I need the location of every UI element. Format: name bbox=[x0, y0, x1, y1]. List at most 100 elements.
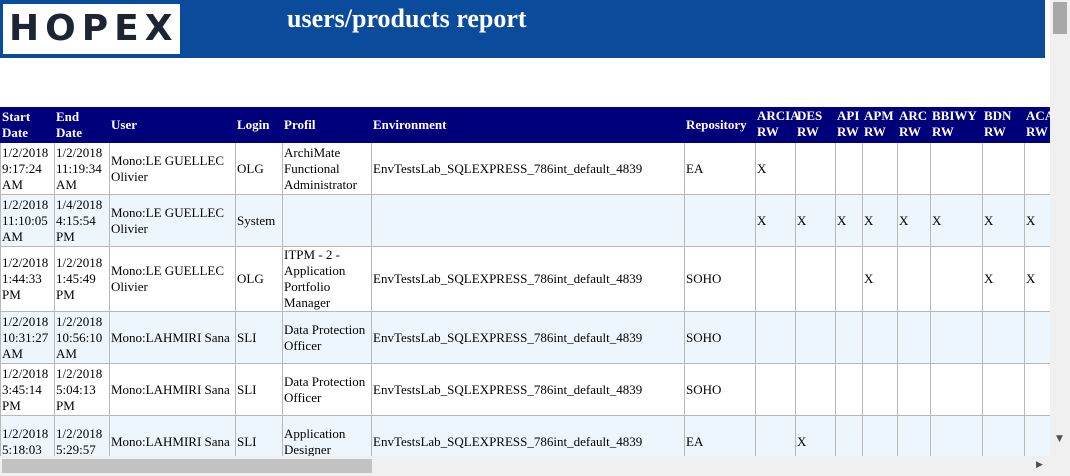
scroll-thumb[interactable] bbox=[1053, 2, 1067, 34]
cell: Mono:LE GUELLEC Olivier bbox=[109, 246, 236, 312]
page-title: users/products report bbox=[287, 4, 527, 33]
column-header: Environment bbox=[371, 107, 685, 143]
product-name: DES bbox=[797, 108, 823, 123]
cell: SLI bbox=[235, 311, 283, 364]
cell: 1/2/2018 5:18:03 bbox=[0, 415, 55, 456]
cell: EnvTestsLab_SQLEXPRESS_786int_default_48… bbox=[371, 415, 685, 456]
horizontal-scrollbar[interactable]: ▶ bbox=[0, 456, 1070, 476]
table-row: 1/2/2018 10:31:27 AM 1/2/2018 10:56:10 AM… bbox=[0, 311, 1050, 364]
column-header: User bbox=[109, 107, 236, 143]
product-flag bbox=[1024, 142, 1050, 195]
product-flag bbox=[897, 363, 931, 416]
product-access: RW bbox=[1026, 124, 1048, 139]
cell: SOHO bbox=[684, 246, 756, 312]
product-name: API bbox=[837, 108, 860, 123]
product-name: APM bbox=[864, 108, 894, 123]
product-flag: X bbox=[835, 194, 863, 247]
product-header: ACASRW bbox=[1024, 107, 1050, 143]
product-flag bbox=[862, 415, 898, 456]
product-header: BDN RW bbox=[982, 107, 1025, 143]
cell: 1/2/2018 1:45:49 PM bbox=[54, 246, 110, 312]
cell: 1/2/2018 1:44:33 PM bbox=[0, 246, 55, 312]
product-flag bbox=[897, 246, 931, 312]
product-flag bbox=[862, 363, 898, 416]
product-access: RW bbox=[899, 124, 921, 139]
cell: Data Protection Officer bbox=[282, 311, 372, 364]
cell: SLI bbox=[235, 415, 283, 456]
logo: HOPEX bbox=[3, 4, 180, 54]
cell: 1/2/2018 10:31:27 AM bbox=[0, 311, 55, 364]
product-flag: X bbox=[982, 246, 1025, 312]
product-flag bbox=[862, 142, 898, 195]
product-name: ARC bbox=[899, 108, 928, 123]
cell: EnvTestsLab_SQLEXPRESS_786int_default_48… bbox=[371, 246, 685, 312]
product-flag bbox=[795, 142, 836, 195]
header-row: Start Date End Date User Login Profil Environ… bbox=[0, 107, 1050, 143]
cell: 1/2/2018 5:29:57 bbox=[54, 415, 110, 456]
product-name: BBIWY bbox=[932, 108, 977, 123]
product-flag bbox=[982, 415, 1025, 456]
product-flag bbox=[835, 142, 863, 195]
product-flag: X bbox=[862, 246, 898, 312]
product-header: ARC RW bbox=[897, 107, 931, 143]
product-flag bbox=[755, 415, 796, 456]
product-flag bbox=[862, 311, 898, 364]
product-flag bbox=[1024, 311, 1050, 364]
cell: OLG bbox=[235, 142, 283, 195]
cell: Application Designer bbox=[282, 415, 372, 456]
product-access: RW bbox=[837, 124, 859, 139]
product-flag: X bbox=[755, 194, 796, 247]
product-access: RW bbox=[757, 124, 779, 139]
cell: Mono:LAHMIRI Sana bbox=[109, 363, 236, 416]
scroll-arrow[interactable]: ▼ bbox=[1056, 434, 1063, 444]
cell: EnvTestsLab_SQLEXPRESS_786int_default_48… bbox=[371, 363, 685, 416]
product-access: RW bbox=[864, 124, 886, 139]
table-row: 1/2/2018 9:17:24 AM 1/2/2018 11:19:34 AM M… bbox=[0, 142, 1050, 195]
cell: Mono:LAHMIRI Sana bbox=[109, 311, 236, 364]
product-flag bbox=[897, 142, 931, 195]
cell: SLI bbox=[235, 363, 283, 416]
product-header: DES RW bbox=[795, 107, 836, 143]
cell: EA bbox=[684, 415, 756, 456]
product-name: ACAS bbox=[1026, 108, 1050, 123]
scroll-thumb[interactable] bbox=[2, 459, 372, 473]
column-header: Login bbox=[235, 107, 283, 143]
product-flag bbox=[835, 246, 863, 312]
cell: OLG bbox=[235, 246, 283, 312]
cell bbox=[684, 194, 756, 247]
cell: SOHO bbox=[684, 311, 756, 364]
product-flag: X bbox=[1024, 194, 1050, 247]
product-access: RW bbox=[797, 124, 819, 139]
header-bar: HOPEX users/products report bbox=[0, 0, 1045, 58]
product-flag: X bbox=[982, 194, 1025, 247]
column-header: Start Date bbox=[0, 107, 55, 143]
product-flag bbox=[930, 363, 983, 416]
product-header: ARCIA RW bbox=[755, 107, 800, 143]
product-header: APM RW bbox=[862, 107, 898, 143]
product-flag bbox=[930, 246, 983, 312]
cell: EnvTestsLab_SQLEXPRESS_786int_default_48… bbox=[371, 142, 685, 195]
product-name: ARCIA bbox=[757, 108, 800, 123]
product-flag bbox=[755, 246, 796, 312]
cell: 1/2/2018 5:04:13 PM bbox=[54, 363, 110, 416]
product-flag: X bbox=[930, 194, 983, 247]
cell: System bbox=[235, 194, 283, 247]
cell: EnvTestsLab_SQLEXPRESS_786int_default_48… bbox=[371, 311, 685, 364]
product-flag: X bbox=[862, 194, 898, 247]
product-flag bbox=[795, 311, 836, 364]
cell bbox=[282, 194, 372, 247]
cell: 1/2/2018 9:17:24 AM bbox=[0, 142, 55, 195]
product-flag bbox=[795, 363, 836, 416]
cell: Mono:LE GUELLEC Olivier bbox=[109, 194, 236, 247]
product-flag bbox=[835, 311, 863, 364]
product-header: BBIWY RW bbox=[930, 107, 983, 143]
cell: Data Protection Officer bbox=[282, 363, 372, 416]
cell: EA bbox=[684, 142, 756, 195]
scroll-arrow[interactable]: ▶ bbox=[1036, 460, 1043, 470]
product-flag: X bbox=[1024, 246, 1050, 312]
cell: 1/2/2018 3:45:14 PM bbox=[0, 363, 55, 416]
cell: Mono:LE GUELLEC Olivier bbox=[109, 142, 236, 195]
vertical-scrollbar[interactable]: ▼ bbox=[1050, 0, 1070, 456]
product-flag bbox=[982, 311, 1025, 364]
